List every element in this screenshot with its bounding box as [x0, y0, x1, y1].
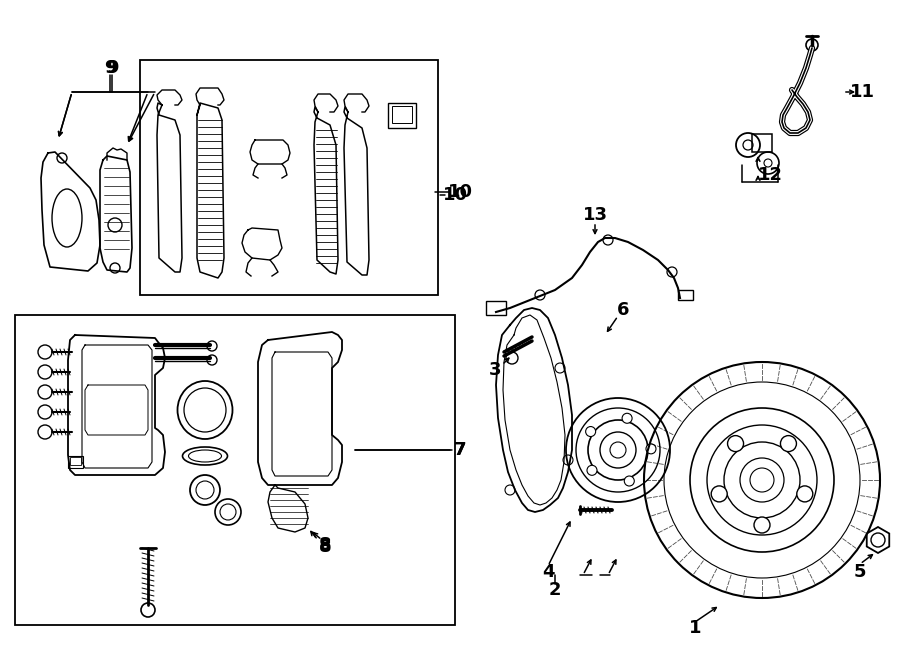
- Text: 10: 10: [447, 183, 473, 201]
- Text: 1: 1: [688, 619, 701, 637]
- Text: 9: 9: [106, 59, 118, 77]
- Bar: [486, 301, 506, 315]
- Bar: [388, 103, 416, 128]
- Bar: [70, 457, 81, 465]
- Text: 10: 10: [443, 186, 467, 204]
- Text: 8: 8: [319, 538, 331, 556]
- Text: 7: 7: [454, 441, 466, 459]
- Circle shape: [754, 517, 770, 533]
- Circle shape: [625, 476, 634, 486]
- Circle shape: [586, 426, 596, 436]
- Circle shape: [796, 486, 813, 502]
- Circle shape: [711, 486, 727, 502]
- Text: 2: 2: [549, 581, 562, 599]
- Text: 4: 4: [542, 563, 554, 581]
- Text: 13: 13: [582, 206, 608, 224]
- Text: 6: 6: [616, 301, 629, 319]
- Circle shape: [727, 436, 743, 451]
- Text: 3: 3: [489, 361, 501, 379]
- Circle shape: [587, 465, 597, 475]
- Bar: [392, 106, 412, 123]
- Bar: [678, 290, 693, 300]
- Text: 12: 12: [758, 166, 782, 184]
- Circle shape: [646, 444, 656, 454]
- Text: 5: 5: [854, 563, 866, 581]
- Bar: [140, 60, 438, 295]
- Text: 7: 7: [454, 441, 466, 459]
- Text: 9: 9: [104, 59, 116, 77]
- Circle shape: [780, 436, 796, 451]
- Text: 11: 11: [850, 83, 875, 101]
- Bar: [15, 315, 455, 625]
- Circle shape: [622, 413, 632, 423]
- Text: 8: 8: [319, 536, 331, 554]
- Bar: [752, 134, 772, 152]
- Bar: [68, 456, 83, 468]
